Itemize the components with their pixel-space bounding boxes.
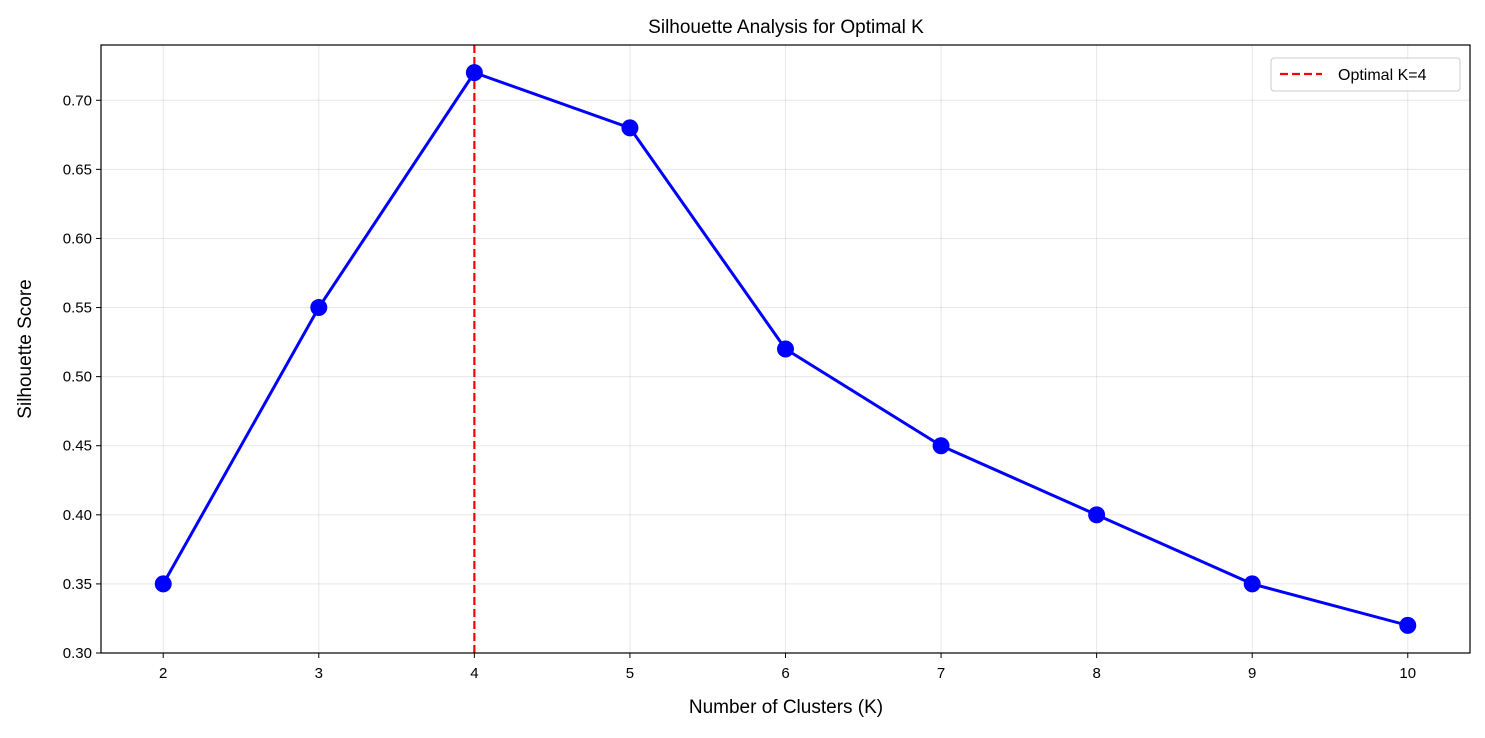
data-point-marker [310,299,328,317]
chart-title: Silhouette Analysis for Optimal K [648,17,924,38]
data-point-marker [465,64,483,82]
data-point-marker [154,575,172,593]
x-tick-label: 3 [315,665,323,682]
data-point-marker [1243,575,1261,593]
x-axis-ticks: 2 3 4 5 6 7 8 9 10 [159,653,1416,682]
grid-lines [101,45,1470,654]
legend-label-optimal-k: Optimal K=4 [1338,67,1427,84]
x-axis-label: Number of Clusters (K) [689,697,883,718]
x-tick-label: 9 [1248,665,1256,682]
x-tick-label: 10 [1399,665,1416,682]
data-point-marker [777,340,794,358]
y-tick-label: 0.45 [63,438,92,455]
x-tick-label: 5 [626,665,634,682]
y-tick-label: 0.65 [63,161,92,178]
x-tick-label: 6 [781,665,789,682]
y-tick-label: 0.50 [63,369,92,386]
data-point-marker [621,119,639,137]
y-axis-label: Silhouette Score [15,279,36,418]
data-point-marker [1088,506,1106,524]
y-tick-label: 0.55 [63,300,92,317]
y-tick-label: 0.40 [63,507,92,524]
x-tick-label: 4 [470,665,478,682]
legend-box [1270,57,1461,92]
x-tick-label: 8 [1092,665,1100,682]
data-point-marker [1399,616,1417,634]
data-point-marker [932,437,950,455]
y-tick-label: 0.35 [63,576,92,593]
y-axis-ticks: 0.30 0.35 0.40 0.45 0.50 0.55 0.60 0.65 0.70 [63,92,101,662]
y-tick-label: 0.30 [63,645,92,662]
x-tick-label: 2 [159,665,167,682]
y-tick-label: 0.60 [63,230,92,247]
data-series [154,64,1417,634]
legend: Optimal K=4 [1270,57,1461,92]
y-tick-label: 0.70 [63,92,92,109]
x-tick-label: 7 [937,665,945,682]
